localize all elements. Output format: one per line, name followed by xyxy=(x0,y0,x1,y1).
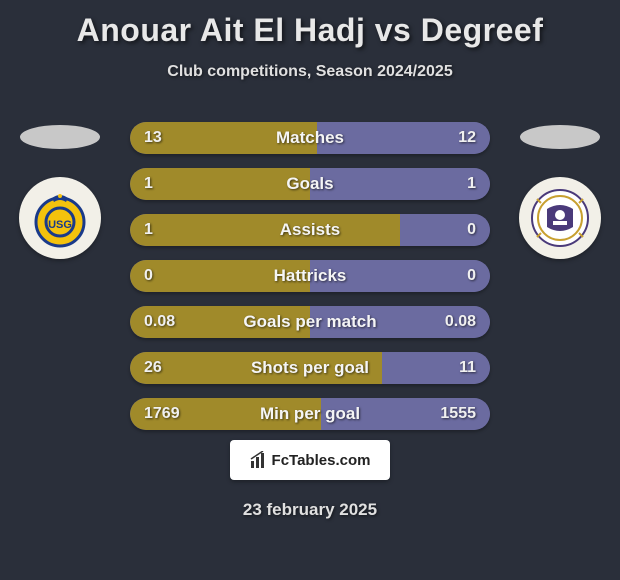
stat-value-right: 1 xyxy=(467,168,476,200)
stat-value-right: 0.08 xyxy=(445,306,476,338)
stat-value-right: 0 xyxy=(467,214,476,246)
stat-label: Shots per goal xyxy=(130,352,490,384)
stat-row: Assists1 0 xyxy=(130,214,490,246)
stat-label: Min per goal xyxy=(130,398,490,430)
crest-right-icon xyxy=(529,187,591,249)
footer-date: 23 february 2025 xyxy=(0,500,620,520)
chart-icon xyxy=(250,451,268,469)
stat-label: Goals per match xyxy=(130,306,490,338)
page-subtitle: Club competitions, Season 2024/2025 xyxy=(0,63,620,81)
stats-container: Matches1312Goals11Assists10Hattricks00Go… xyxy=(130,122,490,444)
brand-label: FcTables.com xyxy=(272,452,371,469)
shadow-ellipse-right xyxy=(520,125,600,149)
stat-label: Matches xyxy=(130,122,490,154)
stat-value-left: 1 xyxy=(144,168,153,200)
team-left: USG xyxy=(10,125,110,259)
stat-row: Goals per match0.08 0.08 xyxy=(130,306,490,338)
stat-row: Matches13 12 xyxy=(130,122,490,154)
stat-value-right: 1555 xyxy=(440,398,476,430)
crest-left-icon: USG xyxy=(30,188,90,248)
stat-row: Shots per goal26 11 xyxy=(130,352,490,384)
stat-label: Goals xyxy=(130,168,490,200)
brand-tag[interactable]: FcTables.com xyxy=(230,440,390,480)
crest-right xyxy=(519,177,601,259)
stat-value-left: 1769 xyxy=(144,398,180,430)
stat-row: Hattricks0 0 xyxy=(130,260,490,292)
stat-row: Min per goal1769 1555 xyxy=(130,398,490,430)
stat-label: Hattricks xyxy=(130,260,490,292)
stat-value-left: 0.08 xyxy=(144,306,175,338)
stat-row: Goals1 1 xyxy=(130,168,490,200)
stat-value-left: 1 xyxy=(144,214,153,246)
stat-value-left: 13 xyxy=(144,122,162,154)
stat-value-left: 0 xyxy=(144,260,153,292)
stat-value-right: 12 xyxy=(458,122,476,154)
stat-value-right: 0 xyxy=(467,260,476,292)
page-title: Anouar Ait El Hadj vs Degreef xyxy=(0,0,620,49)
shadow-ellipse-left xyxy=(20,125,100,149)
team-right xyxy=(510,125,610,259)
stat-value-left: 26 xyxy=(144,352,162,384)
crest-left: USG xyxy=(19,177,101,259)
svg-text:USG: USG xyxy=(48,219,72,231)
stat-label: Assists xyxy=(130,214,490,246)
stat-value-right: 11 xyxy=(459,352,476,384)
